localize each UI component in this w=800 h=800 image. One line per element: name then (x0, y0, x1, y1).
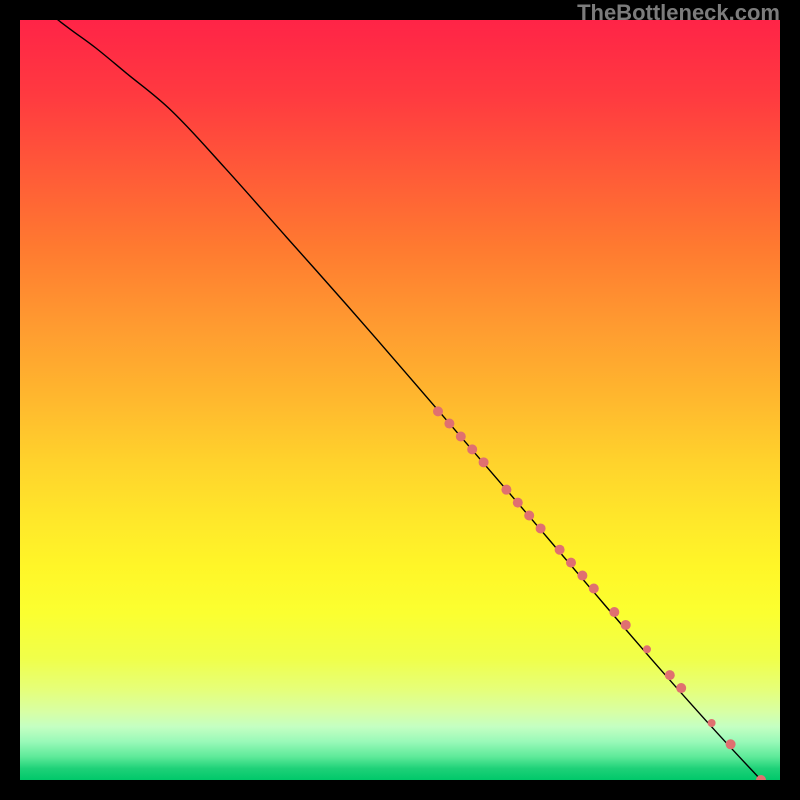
data-marker (433, 406, 443, 416)
watermark-label: TheBottleneck.com (577, 0, 780, 26)
data-marker (609, 607, 619, 617)
data-marker (536, 523, 546, 533)
data-marker (643, 645, 651, 653)
data-marker (665, 670, 675, 680)
data-marker (566, 558, 576, 568)
gradient-background (20, 20, 780, 780)
chart-svg (20, 20, 780, 780)
data-marker (621, 620, 631, 630)
data-marker (444, 419, 454, 429)
data-marker (513, 498, 523, 508)
data-marker (676, 683, 686, 693)
data-marker (555, 545, 565, 555)
data-marker (467, 444, 477, 454)
data-marker (577, 571, 587, 581)
data-marker (708, 719, 716, 727)
data-marker (479, 457, 489, 467)
data-marker (726, 739, 736, 749)
data-marker (501, 485, 511, 495)
plot-area (20, 20, 780, 780)
data-marker (456, 431, 466, 441)
data-marker (589, 583, 599, 593)
data-marker (524, 511, 534, 521)
